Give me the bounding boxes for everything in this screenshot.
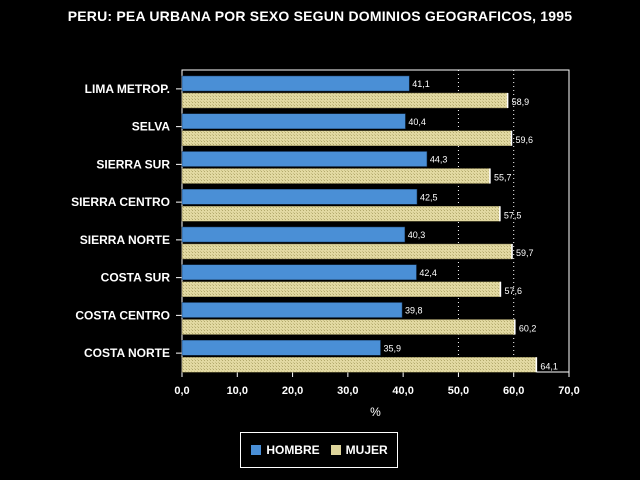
category-label: SELVA [132,120,171,134]
legend-item-hombre: HOMBRE [250,443,320,457]
data-label-mujer: 60,2 [519,324,537,334]
data-label-hombre: 42,4 [419,268,437,278]
x-axis-label: % [370,405,381,419]
bar-hombre [181,75,410,92]
bar-hombre [181,189,418,205]
bar-hombre [181,226,406,243]
legend-label-hombre: HOMBRE [266,443,320,457]
x-tick-label: 30,0 [337,385,358,397]
data-label-hombre: 44,3 [430,155,448,165]
legend-swatch-hombre [250,444,263,456]
data-label-hombre: 41,1 [412,79,430,89]
bar-mujer [181,92,508,109]
data-label-hombre: 35,9 [383,343,401,353]
legend-item-mujer: MUJER [329,443,388,457]
x-tick-label: 20,0 [282,385,303,397]
bar-mujer [181,281,501,297]
category-label: SIERRA CENTRO [71,195,170,209]
bar-mujer [181,130,512,146]
bar-mujer [181,168,491,184]
data-label-hombre: 40,3 [408,230,426,240]
x-tick-label: 50,0 [448,385,469,397]
legend-label-mujer: MUJER [345,443,388,457]
bar-hombre [181,340,381,356]
bar-hombre [181,113,406,129]
category-label: SIERRA NORTE [80,233,170,247]
plot-area: 0,0 10,0 20,0 30,0 40,0 50,0 60,0 70,0% LIMA MET… [71,69,580,419]
x-tick-label: 60,0 [503,385,524,397]
category-label: SIERRA SUR [96,157,170,171]
bar-mujer [181,319,516,335]
legend-swatch-mujer [329,444,342,456]
data-label-mujer: 59,6 [516,135,534,145]
data-label-hombre: 40,4 [408,117,426,127]
x-tick-label: 70,0 [558,385,579,397]
data-label-mujer: 59,7 [516,248,534,258]
x-tick-label: 40,0 [392,385,413,397]
data-label-mujer: 64,1 [540,361,558,371]
data-label-hombre: 39,8 [405,306,423,316]
chart-title: PERU: PEA URBANA POR SEXO SEGUN DOMINIOS… [67,8,573,24]
bar-hombre [181,264,417,280]
bar-hombre [181,302,403,318]
data-label-mujer: 58,9 [512,97,530,107]
bar-hombre [181,151,428,167]
bar-mujer [181,206,501,222]
x-tick-label: 0,0 [174,385,189,397]
data-label-hombre: 42,5 [420,192,438,202]
category-label: COSTA CENTRO [75,308,170,322]
data-label-mujer: 57,5 [504,210,522,220]
x-tick-label: 10,0 [227,385,248,397]
data-label-mujer: 57,6 [504,286,522,296]
legend: HOMBRE MUJER [240,432,398,468]
category-label: COSTA NORTE [84,346,170,360]
bar-mujer [181,243,513,260]
category-label: COSTA SUR [101,271,171,285]
data-label-mujer: 55,7 [494,173,512,183]
category-label: LIMA METROP. [85,82,170,96]
bar-mujer [181,357,537,373]
